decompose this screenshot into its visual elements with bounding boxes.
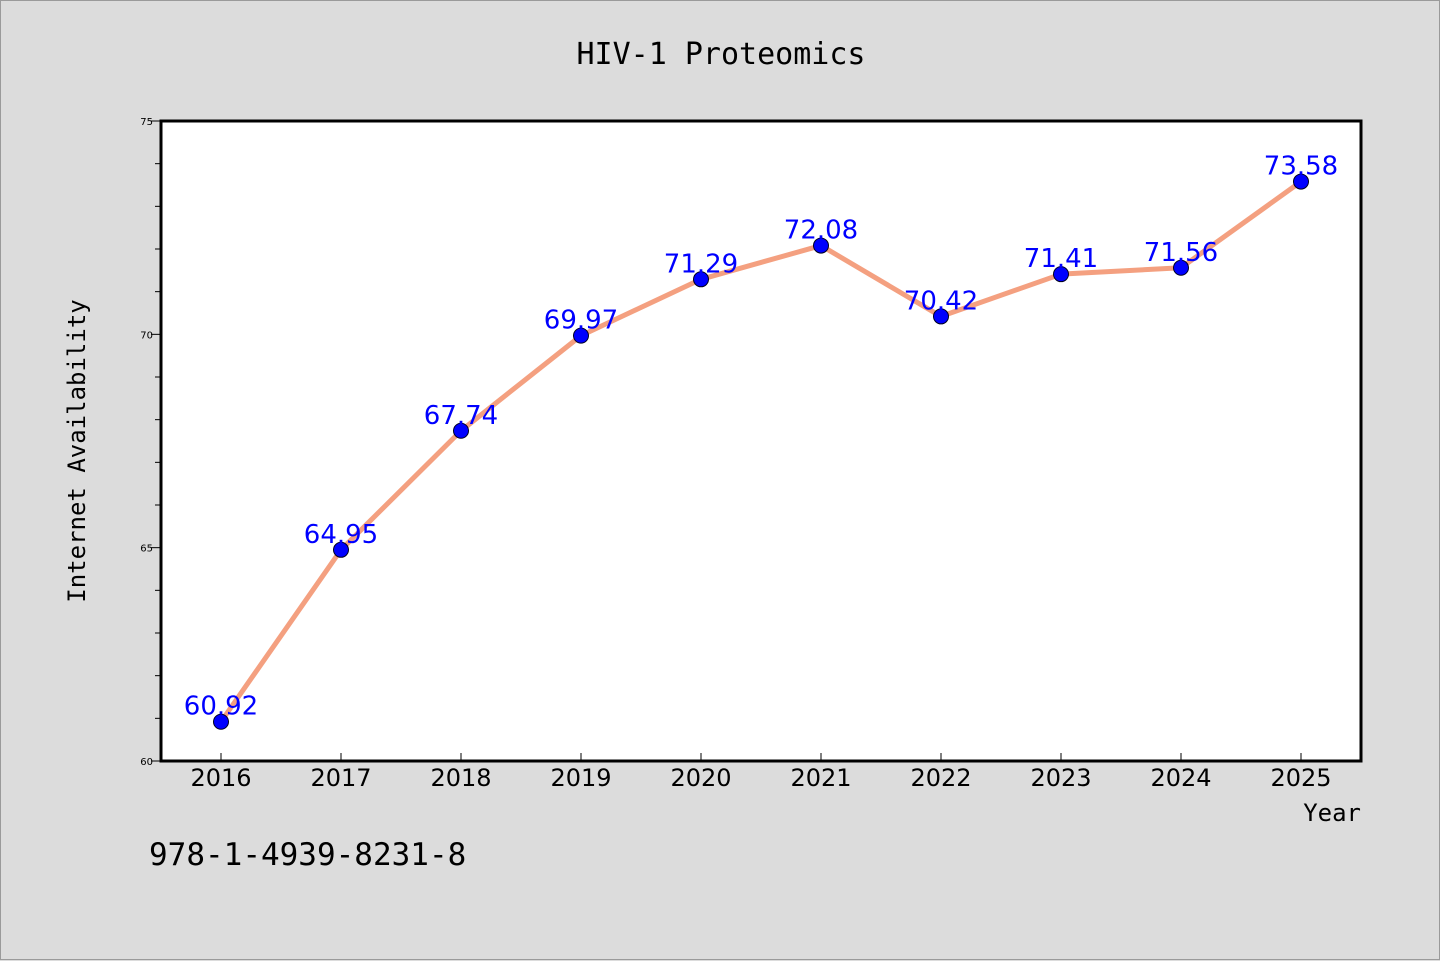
data-point bbox=[1053, 266, 1069, 283]
x-tick-label: 2018 bbox=[430, 764, 491, 792]
x-tick-label: 2021 bbox=[790, 764, 851, 792]
data-point bbox=[813, 237, 829, 254]
y-tick-label: 60 bbox=[140, 757, 153, 768]
x-tick-label: 2022 bbox=[910, 764, 971, 792]
data-labels: 60.92 64.95 67.74 69.97 71.29 72.08 70.42 71.41… bbox=[184, 152, 1338, 722]
x-axis: 2016 2017 2018 2019 2020 2021 2022 2023 2024 2025 bbox=[190, 753, 1332, 792]
y-tick-label: 65 bbox=[140, 544, 153, 555]
chart-title: HIV-1 Proteomics bbox=[577, 37, 866, 72]
data-label: 72.08 bbox=[784, 216, 858, 246]
data-markers bbox=[213, 173, 1309, 730]
x-tick-label: 2024 bbox=[1150, 764, 1211, 792]
data-point bbox=[693, 271, 709, 288]
data-label: 64.95 bbox=[304, 520, 378, 550]
y-tick-label: 75 bbox=[140, 117, 153, 128]
x-tick-label: 2017 bbox=[310, 764, 371, 792]
y-axis-label: Internet Availability bbox=[63, 299, 91, 602]
data-label: 60.92 bbox=[184, 692, 258, 722]
plot-area bbox=[159, 119, 1363, 763]
data-point bbox=[333, 541, 349, 558]
x-tick-label: 2025 bbox=[1270, 764, 1331, 792]
x-tick-label: 2020 bbox=[670, 764, 731, 792]
x-tick-label: 2023 bbox=[1030, 764, 1091, 792]
y-axis: 60 65 70 75 bbox=[140, 117, 161, 768]
data-label: 69.97 bbox=[544, 306, 618, 336]
data-point bbox=[1293, 173, 1309, 190]
data-label: 71.41 bbox=[1024, 244, 1098, 274]
data-label: 70.42 bbox=[904, 286, 978, 316]
y-tick-label: 70 bbox=[140, 330, 153, 341]
data-point bbox=[453, 422, 469, 439]
x-tick-label: 2019 bbox=[550, 764, 611, 792]
x-axis-label: Year bbox=[1303, 799, 1361, 827]
footer-isbn: 978-1-4939-8231-8 bbox=[149, 837, 466, 873]
data-point bbox=[573, 327, 589, 344]
data-label: 73.58 bbox=[1264, 152, 1338, 182]
data-label: 71.29 bbox=[664, 249, 738, 279]
data-label: 67.74 bbox=[424, 401, 498, 431]
data-point bbox=[213, 713, 229, 730]
data-label: 71.56 bbox=[1144, 238, 1218, 268]
data-point bbox=[1173, 259, 1189, 276]
series-line bbox=[218, 179, 1303, 724]
x-tick-label: 2016 bbox=[190, 764, 251, 792]
data-point bbox=[933, 308, 949, 325]
